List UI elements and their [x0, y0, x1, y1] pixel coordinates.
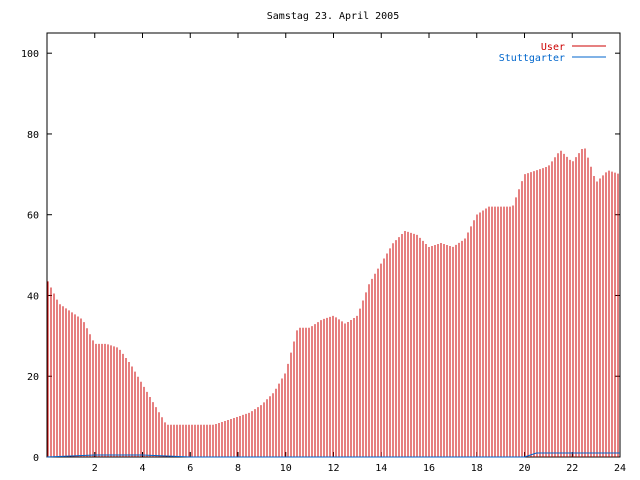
- legend-label: Stuttgarter: [499, 53, 565, 64]
- x-tick-label: 6: [187, 463, 193, 474]
- x-tick-label: 18: [471, 463, 483, 474]
- y-tick-label: 100: [21, 49, 39, 60]
- x-tick-label: 10: [280, 463, 292, 474]
- chart-title: Samstag 23. April 2005: [267, 11, 399, 22]
- y-tick-label: 20: [27, 372, 39, 383]
- x-tick-label: 20: [518, 463, 530, 474]
- x-axis: 2 4 6 8 10 12 14 16 18 20 22 24: [92, 33, 626, 474]
- x-tick-label: 2: [92, 463, 98, 474]
- series-stuttgarter: [46, 452, 620, 458]
- x-tick-label: 16: [423, 463, 435, 474]
- series-line: [46, 452, 620, 458]
- y-tick-label: 40: [27, 291, 39, 302]
- series-user: [47, 148, 619, 457]
- x-tick-label: 14: [375, 463, 387, 474]
- x-tick-label: 24: [614, 463, 626, 474]
- x-tick-label: 8: [235, 463, 241, 474]
- series-layer: [46, 148, 620, 458]
- x-tick-label: 4: [139, 463, 145, 474]
- y-tick-label: 60: [27, 211, 39, 222]
- legend-label: User: [541, 42, 565, 53]
- y-tick-label: 0: [33, 453, 39, 464]
- x-tick-label: 22: [566, 463, 578, 474]
- y-tick-label: 80: [27, 130, 39, 141]
- x-tick-label: 12: [327, 463, 339, 474]
